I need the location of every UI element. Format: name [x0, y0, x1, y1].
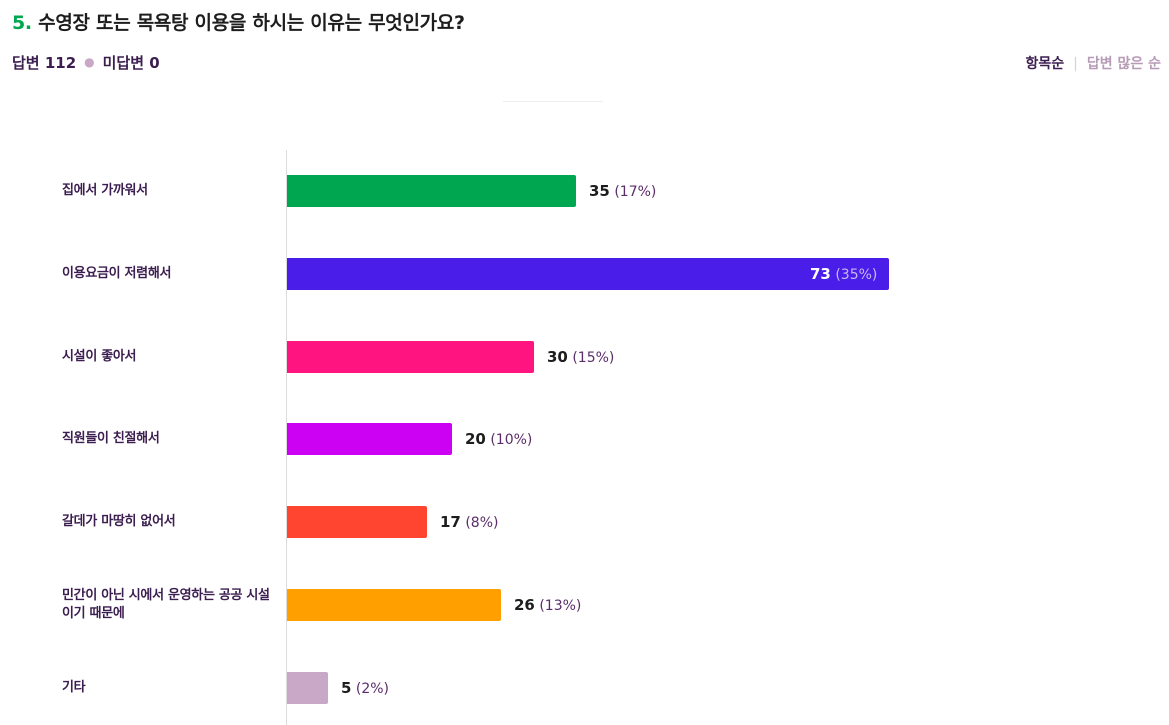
sort-by-count-button[interactable]: 답변 많은 순 [1086, 56, 1161, 72]
sort-separator: | [1073, 56, 1078, 72]
data-label: 20 (10%) [465, 423, 532, 456]
data-label-value: 20 [465, 430, 486, 448]
category-label: 집에서 가까워서 [62, 183, 148, 198]
bar [287, 672, 328, 704]
data-label-value: 26 [514, 596, 535, 614]
question-text: 수영장 또는 목욕탕 이용을 하시는 이유는 무엇인가요? [38, 12, 465, 34]
category-axis-line [286, 150, 287, 725]
category-label: 이용요금이 저렴해서 [62, 266, 172, 281]
data-label: 17 (8%) [440, 506, 498, 539]
data-label-percent: (10%) [485, 432, 533, 448]
bar [287, 589, 501, 621]
data-label-value: 73 [810, 265, 831, 283]
separator-dot-icon: ● [84, 55, 95, 69]
data-label-percent: (13%) [534, 598, 582, 614]
category-label: 기타 [62, 680, 86, 695]
data-label-percent: (35%) [830, 267, 878, 283]
category-label: 갈데가 마땅히 없어서 [62, 514, 176, 529]
data-label-percent: (8%) [460, 515, 499, 531]
category-label: 민간이 아닌 시에서 운영하는 공공 시설이기 때문에 [62, 588, 270, 621]
data-label-value: 17 [440, 513, 461, 531]
data-label-value: 35 [589, 182, 610, 200]
data-label: 73 (35%) [810, 258, 877, 291]
bar [287, 341, 534, 373]
data-label-percent: (17%) [609, 184, 657, 200]
data-label-value: 5 [341, 679, 352, 697]
data-label-value: 30 [547, 348, 568, 366]
divider [503, 101, 603, 102]
response-summary: 답변 112 ● 미답변 0 [12, 52, 160, 73]
question-title: 5. 수영장 또는 목욕탕 이용을 하시는 이유는 무엇인가요? [12, 8, 465, 35]
bar [287, 258, 889, 290]
unanswered-count: 미답변 0 [102, 54, 160, 72]
question-number: 5. [12, 12, 32, 34]
data-label-percent: (15%) [567, 350, 615, 366]
bar [287, 506, 427, 538]
data-label: 30 (15%) [547, 341, 614, 374]
sort-options: 항목순 | 답변 많은 순 [1025, 53, 1161, 73]
data-label: 26 (13%) [514, 589, 581, 622]
data-label: 5 (2%) [341, 672, 389, 705]
answered-count: 답변 112 [12, 54, 77, 72]
category-label: 직원들이 친절해서 [62, 431, 160, 446]
category-label: 시설이 좋아서 [62, 349, 137, 364]
bar [287, 175, 576, 207]
data-label-percent: (2%) [351, 681, 390, 697]
data-label: 35 (17%) [589, 175, 656, 208]
bar [287, 423, 452, 455]
sort-by-item-button[interactable]: 항목순 [1025, 56, 1065, 72]
